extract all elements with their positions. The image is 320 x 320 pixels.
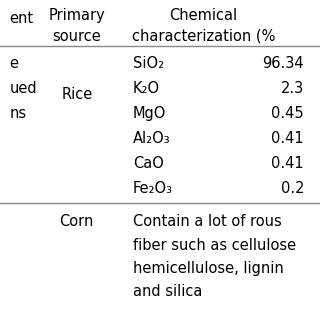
Text: 96.34: 96.34 <box>262 56 304 71</box>
Text: 2.3: 2.3 <box>281 81 304 96</box>
Text: characterization (%: characterization (% <box>132 29 275 44</box>
Text: Rice: Rice <box>61 87 92 102</box>
Text: 0.2: 0.2 <box>281 181 304 196</box>
Text: Chemical: Chemical <box>169 8 237 23</box>
Text: ued: ued <box>10 81 37 96</box>
Text: SiO₂: SiO₂ <box>133 56 164 71</box>
Text: CaO: CaO <box>133 156 164 171</box>
Text: Primary: Primary <box>48 8 105 23</box>
Text: Corn: Corn <box>60 214 94 229</box>
Text: ns: ns <box>10 106 27 121</box>
Text: 0.41: 0.41 <box>271 156 304 171</box>
Text: fiber such as cellulose: fiber such as cellulose <box>133 238 296 253</box>
Text: Contain a lot of rous: Contain a lot of rous <box>133 214 282 229</box>
Text: MgO: MgO <box>133 106 166 121</box>
Text: hemicellulose, lignin: hemicellulose, lignin <box>133 261 284 276</box>
Text: Al₂O₃: Al₂O₃ <box>133 131 171 146</box>
Text: 0.41: 0.41 <box>271 131 304 146</box>
Text: Fe₂O₃: Fe₂O₃ <box>133 181 173 196</box>
Text: and silica: and silica <box>133 284 202 300</box>
Text: 0.45: 0.45 <box>271 106 304 121</box>
Text: K₂O: K₂O <box>133 81 160 96</box>
Text: e: e <box>10 56 19 71</box>
Text: ent: ent <box>10 11 34 26</box>
Text: source: source <box>52 29 101 44</box>
